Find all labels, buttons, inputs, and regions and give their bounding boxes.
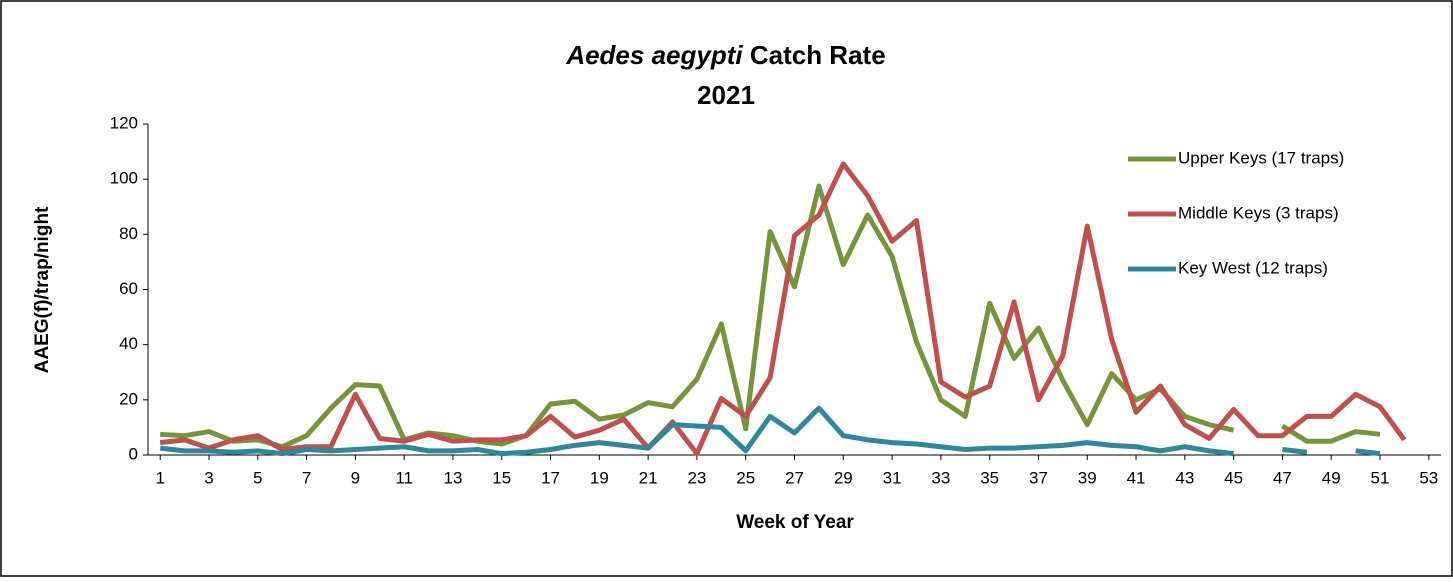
x-tick-label: 39 — [1078, 468, 1097, 487]
legend-label: Upper Keys (17 traps) — [1178, 148, 1344, 167]
x-tick-label: 35 — [980, 468, 999, 487]
chart-subtitle: 2021 — [697, 80, 755, 110]
x-tick-label: 41 — [1127, 468, 1146, 487]
chart-title: Aedes aegypti Catch Rate — [565, 40, 885, 70]
x-tick-label: 25 — [736, 468, 755, 487]
x-tick-label: 19 — [590, 468, 609, 487]
title-main: Catch Rate — [750, 40, 886, 70]
series-line — [159, 161, 1407, 457]
title-italic: Aedes aegypti — [565, 40, 743, 70]
x-tick-label: 17 — [541, 468, 560, 487]
x-tick-label: 29 — [834, 468, 853, 487]
y-tick-label: 20 — [119, 389, 138, 408]
y-tick-label: 80 — [119, 224, 138, 243]
series-line — [159, 405, 1381, 457]
x-tick-label: 51 — [1371, 468, 1390, 487]
x-tick-label: 13 — [443, 468, 462, 487]
x-tick-label: 11 — [395, 468, 413, 487]
x-tick-label: 43 — [1175, 468, 1194, 487]
x-tick-label: 1 — [155, 468, 164, 487]
x-tick-label: 15 — [492, 468, 511, 487]
x-tick-label: 49 — [1322, 468, 1341, 487]
x-tick-label: 3 — [204, 468, 213, 487]
y-tick-label: 120 — [110, 113, 138, 132]
y-tick-label: 60 — [119, 279, 138, 298]
x-tick-label: 47 — [1273, 468, 1292, 487]
legend-label: Key West (12 traps) — [1178, 258, 1328, 277]
legend-label: Middle Keys (3 traps) — [1178, 203, 1339, 222]
x-tick-label: 21 — [639, 468, 658, 487]
x-tick-label: 53 — [1419, 468, 1438, 487]
y-axis-label: AAEG(f)/trap/night — [32, 206, 53, 373]
x-tick-label: 23 — [687, 468, 706, 487]
y-tick-label: 0 — [129, 444, 138, 463]
x-tick-label: 5 — [253, 468, 262, 487]
series-line — [160, 183, 1381, 450]
y-tick-label: 100 — [110, 169, 138, 188]
x-tick-label: 33 — [931, 468, 950, 487]
y-tick-label: 40 — [119, 334, 138, 353]
x-tick-label: 27 — [785, 468, 804, 487]
x-tick-label: 9 — [351, 468, 360, 487]
x-tick-label: 31 — [883, 468, 902, 487]
x-axis-label: Week of Year — [736, 512, 854, 533]
x-tick-label: 45 — [1224, 468, 1243, 487]
x-tick-label: 37 — [1029, 468, 1048, 487]
x-tick-label: 7 — [302, 468, 311, 487]
